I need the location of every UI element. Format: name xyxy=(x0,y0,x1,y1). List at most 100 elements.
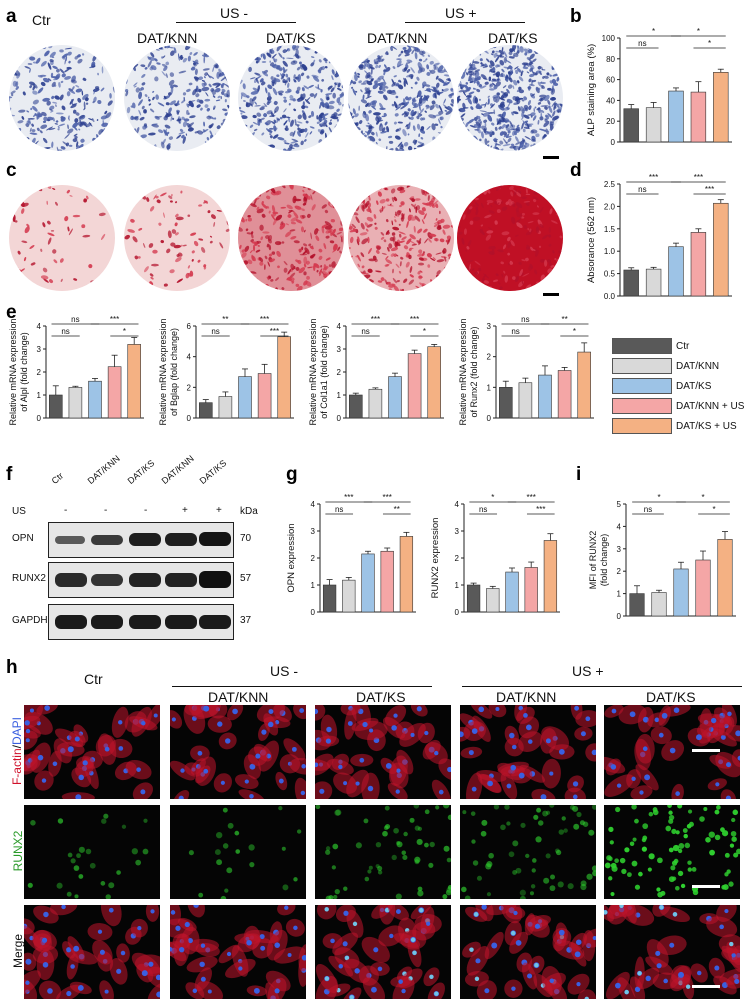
stain-speck xyxy=(444,45,451,49)
stain-speck xyxy=(337,82,341,88)
runx2-nucleus xyxy=(638,871,643,877)
stain-speck xyxy=(517,106,521,112)
stain-speck xyxy=(552,110,556,117)
bar xyxy=(466,584,481,613)
runx2-nucleus xyxy=(334,809,341,816)
stain-speck xyxy=(516,222,523,229)
stain-speck xyxy=(201,54,210,58)
stain-speck xyxy=(495,50,500,53)
stain-speck xyxy=(304,105,309,109)
nucleus xyxy=(253,987,260,994)
stain-speck xyxy=(394,83,396,87)
nucleus xyxy=(274,942,281,948)
y-tick-label: 0 xyxy=(487,414,492,423)
stain-speck xyxy=(293,211,299,219)
stain-speck xyxy=(175,232,179,236)
stain-speck xyxy=(521,62,529,66)
significance-label: *** xyxy=(527,493,536,502)
stain-speck xyxy=(399,189,406,194)
stain-speck xyxy=(422,251,426,254)
stain-speck xyxy=(559,235,563,239)
stain-speck xyxy=(379,199,386,204)
runx2-nucleus xyxy=(572,805,579,812)
runx2-nucleus xyxy=(282,884,289,891)
stain-speck xyxy=(196,99,200,103)
stain-speck xyxy=(222,108,228,112)
stain-speck xyxy=(100,87,105,92)
stain-speck xyxy=(287,214,292,218)
stain-speck xyxy=(457,127,462,133)
nucleus xyxy=(315,708,319,715)
stain-speck xyxy=(499,148,504,151)
stain-speck xyxy=(320,101,325,106)
nucleus xyxy=(193,905,199,908)
stain-speck xyxy=(521,280,524,285)
stain-speck xyxy=(495,96,498,99)
stain-speck xyxy=(378,64,381,69)
stain-speck xyxy=(531,79,537,83)
stain-speck xyxy=(308,84,314,89)
stain-speck xyxy=(473,124,482,129)
dish-background xyxy=(124,45,230,151)
stain-speck xyxy=(366,59,370,63)
stain-speck xyxy=(133,82,138,87)
stain-speck xyxy=(507,199,513,206)
stain-speck xyxy=(100,115,108,120)
stain-speck xyxy=(283,99,287,103)
stain-speck xyxy=(512,128,521,132)
stain-speck xyxy=(382,94,388,101)
stain-speck xyxy=(124,146,126,149)
nucleus xyxy=(424,730,429,736)
stain-speck xyxy=(209,141,215,147)
stain-speck xyxy=(430,203,435,207)
stain-speck xyxy=(402,68,407,73)
stain-speck xyxy=(219,133,226,138)
stain-speck xyxy=(501,111,506,118)
stain-speck xyxy=(379,102,384,110)
runx2-nucleus xyxy=(675,830,680,835)
stain-speck xyxy=(377,191,382,197)
stain-speck xyxy=(390,247,399,252)
stain-speck xyxy=(399,261,402,267)
stain-speck xyxy=(250,146,253,151)
stain-speck xyxy=(20,192,25,196)
nucleus xyxy=(25,980,30,985)
stain-speck xyxy=(302,189,305,193)
stain-speck xyxy=(487,97,490,105)
stain-speck xyxy=(180,190,183,194)
stain-speck xyxy=(361,265,365,269)
stain-speck xyxy=(435,103,439,109)
runx2-nucleus xyxy=(188,850,194,856)
stain-speck xyxy=(434,237,439,242)
stain-speck xyxy=(297,131,301,137)
stain-speck xyxy=(68,89,76,94)
runx2-nucleus xyxy=(549,805,555,808)
nucleus xyxy=(410,732,415,738)
stain-speck xyxy=(272,87,278,96)
nucleus xyxy=(385,763,392,769)
stain-speck xyxy=(490,205,493,208)
stain-speck xyxy=(359,185,363,190)
runx2-nucleus xyxy=(403,831,408,837)
nucleus xyxy=(401,988,406,994)
stain-speck xyxy=(429,60,434,65)
stain-speck xyxy=(466,72,469,76)
stain-speck xyxy=(462,50,466,54)
blot-kda-label: kDa xyxy=(240,506,258,517)
stain-speck xyxy=(73,133,78,137)
stain-speck xyxy=(354,122,359,127)
stain-speck xyxy=(213,105,216,110)
stain-speck xyxy=(406,59,413,63)
y-axis-label-line: Relative mRNA expression xyxy=(308,318,318,425)
stain-speck xyxy=(471,77,478,84)
stain-speck xyxy=(486,131,492,137)
stain-speck xyxy=(329,282,332,285)
stain-speck xyxy=(43,80,50,83)
stain-speck xyxy=(485,234,492,241)
stain-speck xyxy=(61,105,66,111)
nucleus xyxy=(572,794,578,799)
stain-speck xyxy=(472,87,475,90)
stain-speck xyxy=(300,140,304,146)
stain-speck xyxy=(367,122,370,125)
